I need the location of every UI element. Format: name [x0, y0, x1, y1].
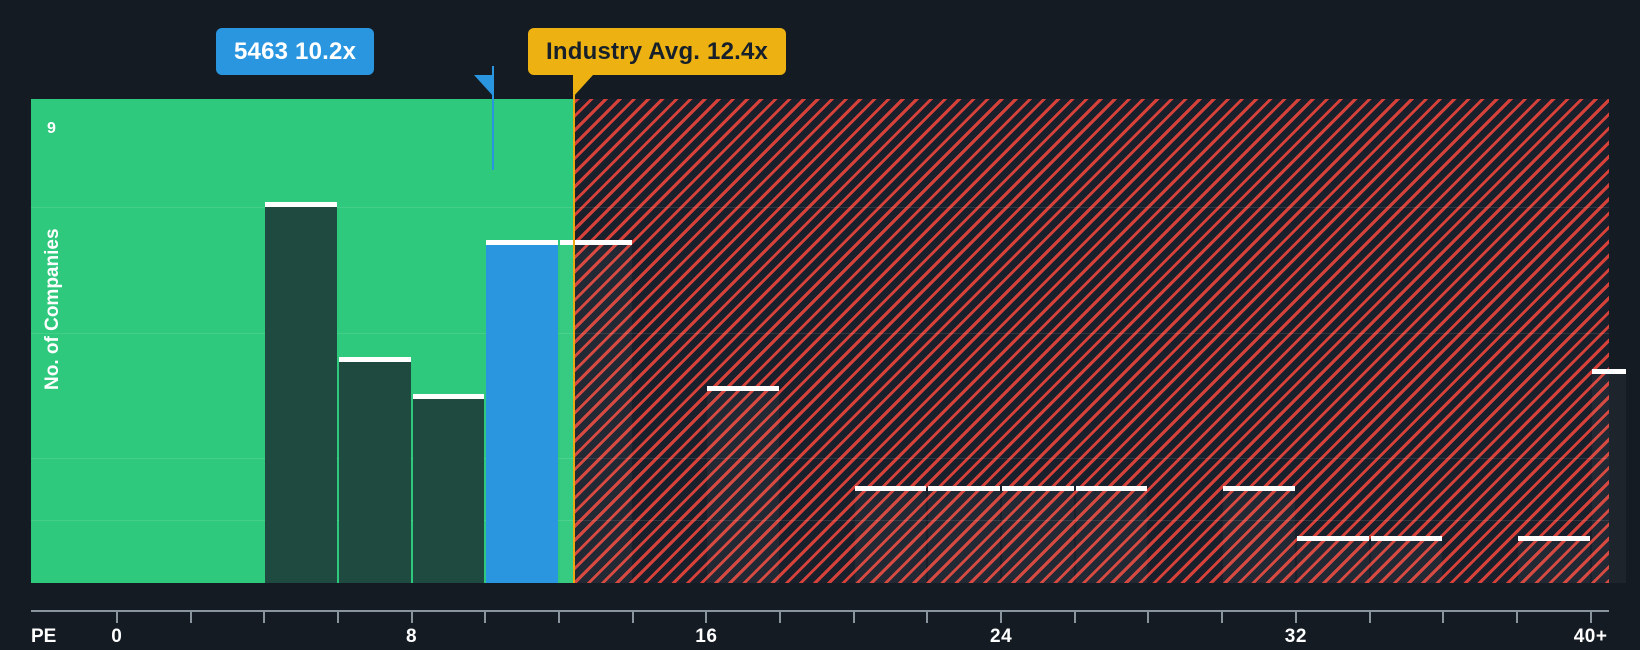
x-tick-label-8: 8	[406, 626, 418, 647]
company-callout-tail	[473, 75, 494, 97]
industry-pe-marker-line	[572, 66, 575, 583]
bar-4-6[interactable]	[265, 202, 337, 583]
x-tick-10	[484, 612, 487, 623]
bar-16-18[interactable]	[707, 386, 779, 583]
bar-cap	[486, 240, 558, 246]
x-tick-22	[926, 612, 929, 623]
x-tick-12	[557, 612, 560, 623]
bar-30-32[interactable]	[1223, 486, 1295, 583]
gridline-6	[31, 332, 1609, 334]
gridline-1.5	[31, 520, 1609, 522]
gridline-9	[31, 207, 1609, 209]
bar-12-14[interactable]	[559, 240, 632, 583]
x-tick-26	[1073, 612, 1076, 623]
x-tick-30	[1221, 612, 1224, 623]
bar-cap	[1223, 486, 1295, 492]
x-tick-4	[263, 612, 266, 623]
y-axis-title: No. of Companies	[42, 228, 63, 390]
x-tick-6	[336, 612, 339, 623]
bar-cap	[1296, 536, 1369, 542]
bar-26-28[interactable]	[1075, 486, 1148, 583]
x-tick-label-16: 16	[695, 626, 718, 647]
bar-cap	[1075, 486, 1148, 492]
bar-20-22[interactable]	[854, 486, 927, 583]
bar-cap	[1370, 536, 1443, 542]
bar-cap	[1517, 536, 1590, 542]
bar-cap	[928, 486, 1001, 492]
bar-cap	[338, 356, 411, 362]
x-tick-label-24: 24	[990, 626, 1013, 647]
industry-pe-callout-label: Industry Avg. 12.4x	[546, 37, 769, 65]
x-tick-36	[1442, 612, 1445, 623]
x-tick-24	[1000, 612, 1003, 623]
x-axis-title: PE	[31, 626, 57, 647]
bar-22-24[interactable]	[928, 486, 1001, 583]
x-tick-14	[631, 612, 634, 623]
x-tick-0	[115, 612, 118, 623]
x-tick-label-32: 32	[1284, 626, 1307, 647]
company-pe-callout-label: 5463 10.2x	[234, 37, 357, 65]
gridline-3	[31, 457, 1609, 459]
x-tick-8	[410, 612, 413, 623]
x-tick-32	[1294, 612, 1297, 623]
bar-10-12[interactable]	[486, 240, 558, 583]
bar-34-36[interactable]	[1370, 536, 1443, 583]
bar-cap	[1591, 369, 1627, 375]
bar-32-34[interactable]	[1296, 536, 1369, 583]
x-tick-28	[1147, 612, 1150, 623]
bar-6-8[interactable]	[338, 356, 411, 583]
bar-cap	[412, 394, 485, 400]
x-tick-16	[705, 612, 708, 623]
company-pe-callout[interactable]: 5463 10.2x	[216, 28, 375, 75]
company-pe-marker-line	[491, 66, 494, 170]
x-tick-2	[189, 612, 192, 623]
bar-cap	[559, 240, 632, 246]
x-tick-label-0: 0	[111, 626, 123, 647]
x-tick-38	[1515, 612, 1518, 623]
x-tick-label-40+: 40+	[1573, 626, 1608, 647]
industry-callout-tail	[572, 75, 593, 97]
bar-24-26[interactable]	[1002, 486, 1074, 583]
bar-40+[interactable]	[1591, 369, 1627, 583]
bar-cap	[1002, 486, 1074, 492]
x-tick-40	[1589, 612, 1592, 623]
x-axis-line	[31, 610, 1609, 612]
industry-pe-callout[interactable]: Industry Avg. 12.4x	[528, 28, 787, 75]
bar-8-10[interactable]	[412, 394, 485, 583]
x-tick-18	[779, 612, 782, 623]
bar-cap	[707, 386, 779, 392]
overvalued-region	[573, 99, 1609, 583]
bar-38-40[interactable]	[1517, 536, 1590, 583]
bar-cap	[854, 486, 927, 492]
x-tick-20	[852, 612, 855, 623]
x-tick-34	[1368, 612, 1371, 623]
y-axis-max-label: 9	[47, 120, 56, 137]
bar-cap	[265, 202, 337, 208]
